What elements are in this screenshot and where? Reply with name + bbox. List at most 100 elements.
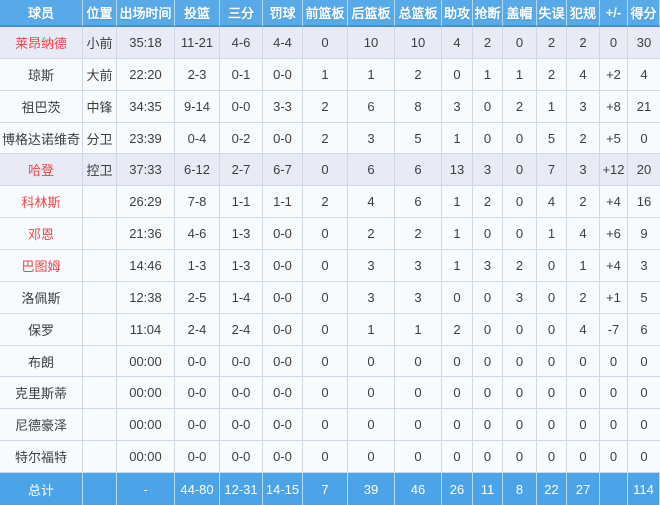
stat-cell-fg: 1-3 [175, 250, 220, 282]
stat-cell-pts: 0 [628, 346, 660, 378]
stat-cell-treb: 10 [395, 27, 442, 59]
stat-cell-ft: 0-0 [263, 441, 303, 474]
stat-cell-pf: 0 [567, 377, 600, 410]
stat-cell-three: 2-7 [220, 154, 263, 187]
stat-cell-pf: 4 [567, 313, 600, 346]
stat-cell-stl: 0 [473, 90, 503, 123]
player-name: 特尔福特 [0, 441, 83, 474]
stat-cell-treb: 0 [395, 345, 442, 378]
stat-cell-ast: 0 [442, 377, 473, 410]
player-row: 哈登 控卫 37:33 6-12 2-7 6-7 0 6 6 13 3 0 7 3 +12 20 [0, 154, 660, 187]
stat-cell-time: 00:00 [117, 377, 175, 410]
stat-cell-time: 14:46 [117, 250, 175, 282]
stat-cell-treb: 2 [395, 58, 442, 91]
stat-cell-ft: 0-0 [263, 58, 303, 91]
player-row: 巴图姆 14:46 1-3 1-3 0-0 0 3 3 1 3 2 0 1 +4 3 [0, 250, 660, 282]
stat-cell-pts: 30 [628, 27, 660, 59]
stat-cell-oreb: 0 [303, 218, 348, 251]
stat-cell-pos [83, 409, 117, 442]
player-name: 布朗 [0, 345, 83, 378]
stat-cell-time: 00:00 [117, 409, 175, 442]
stat-cell-pf: 0 [567, 441, 600, 474]
table-header-row: 球员 位置 出场时间 投篮 三分 罚球 前篮板 后篮板 总篮板 助攻 抢断 盖帽 失误 犯规 +/- 得分 [0, 0, 660, 27]
stat-cell-pf: 1 [567, 250, 600, 282]
player-row: 科林斯 26:29 7-8 1-1 1-1 2 4 6 1 2 0 4 2 +4 16 [0, 186, 660, 219]
col-header-to: 失误 [537, 0, 567, 27]
stat-cell-pm: 0 [600, 441, 628, 474]
stat-cell-pts: 4 [628, 59, 660, 91]
player-name: 琼斯 [0, 58, 83, 91]
stat-cell-pm: -7 [600, 313, 628, 346]
stat-cell-time: 00:00 [117, 441, 175, 474]
stat-cell-pts: 16 [628, 186, 660, 219]
stat-cell-stl: 3 [473, 154, 503, 187]
stat-cell-pos: 大前 [83, 58, 117, 91]
stat-cell-time: 34:35 [117, 90, 175, 123]
total-stat-cell-pos [83, 473, 117, 505]
stat-cell-treb: 2 [395, 218, 442, 251]
stat-cell-oreb: 0 [303, 281, 348, 314]
stat-cell-to: 0 [537, 281, 567, 314]
stat-cell-three: 0-0 [220, 441, 263, 474]
stat-cell-blk: 1 [503, 58, 537, 91]
stat-cell-three: 1-3 [220, 218, 263, 251]
stat-cell-three: 0-2 [220, 122, 263, 155]
stat-cell-dreb: 1 [348, 58, 395, 91]
stat-cell-stl: 0 [473, 218, 503, 251]
stat-cell-pos: 中锋 [83, 90, 117, 123]
stat-cell-ast: 1 [442, 122, 473, 155]
stat-cell-to: 7 [537, 154, 567, 187]
total-stat-cell-blk: 8 [503, 473, 537, 505]
stat-cell-three: 1-3 [220, 250, 263, 282]
stat-cell-three: 0-0 [220, 409, 263, 442]
stat-cell-pm: +1 [600, 281, 628, 314]
stat-cell-time: 00:00 [117, 345, 175, 378]
total-stat-cell-treb: 46 [395, 473, 442, 505]
player-row: 莱昂纳德 小前 35:18 11-21 4-6 4-4 0 10 10 4 2 0 2 2 0 30 [0, 27, 660, 59]
player-row: 保罗 11:04 2-4 2-4 0-0 0 1 1 2 0 0 0 4 -7 6 [0, 313, 660, 346]
stat-cell-ast: 1 [442, 186, 473, 219]
stat-cell-blk: 0 [503, 186, 537, 219]
stat-cell-oreb: 0 [303, 154, 348, 187]
total-label: 总计 [0, 473, 83, 505]
col-header-pf: 犯规 [567, 0, 600, 27]
stat-cell-ft: 0-0 [263, 281, 303, 314]
stat-cell-pos: 小前 [83, 27, 117, 59]
stat-cell-ast: 1 [442, 218, 473, 251]
player-name: 保罗 [0, 313, 83, 346]
player-row: 尼德豪泽 00:00 0-0 0-0 0-0 0 0 0 0 0 0 0 0 0 0 [0, 409, 660, 442]
stat-cell-dreb: 0 [348, 409, 395, 442]
stat-cell-treb: 0 [395, 409, 442, 442]
col-header-time: 出场时间 [117, 0, 175, 27]
stat-cell-pos [83, 250, 117, 282]
stat-cell-time: 11:04 [117, 313, 175, 346]
stat-cell-time: 12:38 [117, 281, 175, 314]
player-row: 祖巴茨 中锋 34:35 9-14 0-0 3-3 2 6 8 3 0 2 1 3 +8 21 [0, 90, 660, 123]
stat-cell-pf: 3 [567, 154, 600, 187]
stat-cell-dreb: 3 [348, 250, 395, 282]
stat-cell-to: 1 [537, 90, 567, 123]
stat-cell-pm: 0 [600, 409, 628, 442]
stat-cell-ft: 4-4 [263, 27, 303, 59]
stat-cell-pts: 0 [628, 123, 660, 155]
stat-cell-ft: 0-0 [263, 122, 303, 155]
stat-cell-fg: 2-4 [175, 313, 220, 346]
stat-cell-dreb: 1 [348, 313, 395, 346]
stat-cell-three: 4-6 [220, 27, 263, 59]
stat-cell-fg: 4-6 [175, 218, 220, 251]
stat-cell-oreb: 0 [303, 27, 348, 59]
stat-cell-oreb: 0 [303, 409, 348, 442]
player-name: 博格达诺维奇 [0, 122, 83, 155]
player-row: 琼斯 大前 22:20 2-3 0-1 0-0 1 1 2 0 1 1 2 4 +2 4 [0, 58, 660, 91]
stat-cell-stl: 0 [473, 441, 503, 474]
stat-cell-blk: 2 [503, 250, 537, 282]
stat-cell-ast: 0 [442, 345, 473, 378]
stat-cell-stl: 0 [473, 345, 503, 378]
stat-cell-fg: 7-8 [175, 186, 220, 219]
stat-cell-to: 0 [537, 345, 567, 378]
stat-cell-to: 0 [537, 409, 567, 442]
total-stat-cell-ast: 26 [442, 473, 473, 505]
stat-cell-blk: 0 [503, 345, 537, 378]
stat-cell-treb: 8 [395, 90, 442, 123]
stat-cell-to: 0 [537, 377, 567, 410]
